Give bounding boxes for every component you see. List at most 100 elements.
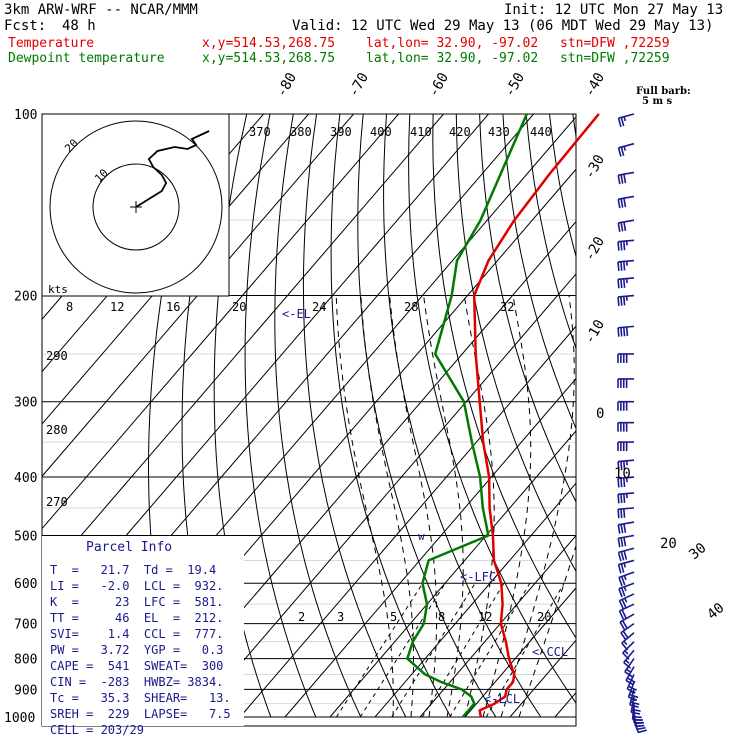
mixing-ratio-lines [335, 582, 565, 718]
wind-barb-425 [617, 492, 635, 504]
mixing-label-2: 16 [166, 300, 180, 314]
plot-frame [41, 113, 577, 727]
dry-adiabat-340 [455, 114, 576, 573]
moist-adiabat-16 [423, 295, 464, 718]
dewpoint-point-950 [473, 703, 475, 705]
parcel-info-row: CAPE = 541 SWEAT= 300 [50, 659, 224, 673]
temperature-point-950 [494, 703, 496, 705]
isotherm-50 [600, 114, 740, 717]
dewpoint-point-200 [451, 295, 453, 296]
temperature-point-300 [479, 401, 481, 403]
dry-adiabat-380 [549, 114, 576, 259]
isotherm-label-6: -20 [582, 234, 609, 264]
isotherm-label-2: -60 [426, 70, 453, 100]
isotherm-label-1: -70 [346, 70, 373, 100]
isotherm-label-8: 0 [596, 406, 604, 422]
wind-barb-550 [617, 559, 635, 574]
mixing-label-low-1: 3 [337, 610, 344, 624]
mixing-label-3: 20 [232, 300, 246, 314]
isotherm--20 [284, 377, 576, 718]
dewpoint-point-800 [406, 658, 408, 660]
dewpoint-point-300 [463, 401, 465, 403]
dry-adiabat-330 [432, 114, 576, 639]
wind-barbs [617, 113, 648, 734]
parcel-info-row: CELL = 203/29 [50, 723, 144, 737]
dry-adiabat-280 [302, 114, 407, 718]
theta-label-7: 440 [530, 125, 552, 139]
wind-barb-750 [622, 641, 635, 660]
dry-adiabat-300 [357, 114, 497, 718]
dewpoint-point-600 [422, 582, 423, 584]
theta-label-1: 380 [290, 125, 312, 139]
parcel-info-row: SVI= 1.4 CCL = 777. [50, 627, 224, 641]
moist-adiabat-24 [482, 295, 532, 718]
dewpoint-point-125 [500, 171, 502, 173]
wind-barb-575 [618, 571, 635, 587]
wind-barb-300 [617, 400, 634, 411]
temperature-legend-label: Temperature [8, 36, 95, 51]
theta-label-9: 280 [46, 423, 68, 437]
temperature-legend-latlon: lat,lon= 32.90, -97.02 [366, 36, 539, 51]
theta-label-4: 410 [410, 125, 432, 139]
wind-barb-375 [617, 459, 635, 471]
pressure-tick-600: 600 [14, 577, 37, 592]
wind-barb-162 [617, 239, 635, 251]
temperature-point-750 [505, 641, 507, 643]
wind-barb-400 [617, 476, 635, 488]
dry-adiabat-440 [689, 114, 740, 717]
pressure-tick-1000: 1000 [4, 711, 35, 726]
mixing-ratio-8 [421, 582, 505, 718]
parcel-info-row: CIN = -283 HWBZ= 3834. [50, 675, 224, 689]
wind-barb-825 [625, 666, 636, 686]
dewpoint-point-400 [479, 476, 481, 478]
hodograph-units-label: kts [48, 283, 68, 296]
temperature-point-400 [488, 476, 490, 478]
parcel-info-row: TT = 46 EL = 212. [50, 611, 224, 625]
temperature-point-200 [473, 295, 475, 296]
parcel-info-row: LI = -2.0 LCL = 932. [50, 579, 224, 593]
wind-barb-137 [617, 195, 635, 209]
dry-adiabat-260 [244, 114, 317, 718]
hodograph-trace [135, 130, 210, 208]
dewpoint-point-500 [487, 535, 489, 536]
temperature-point-700 [500, 623, 502, 625]
el-marker: <-EL [282, 307, 311, 321]
dry-adiabat-410 [619, 114, 740, 717]
pressure-tick-700: 700 [14, 618, 37, 633]
isotherm-label-9: 10 [614, 466, 631, 482]
valid-time: Valid: 12 UTC Wed 29 May 13 (06 MDT Wed … [292, 18, 714, 34]
mixing-label-low-2: 5 [390, 610, 397, 624]
mixing-ratio-20 [485, 582, 565, 718]
isotherm-label-5: -30 [582, 152, 609, 182]
hodograph-ring-20 [49, 120, 223, 294]
mixing-ratio-5 [391, 582, 476, 718]
dewpoint-legend-xy: x,y=514.53,268.75 [202, 51, 336, 66]
mixing-label-low-0: 2 [298, 610, 305, 624]
dewpoint-legend-station: stn=DFW ,72259 [560, 51, 670, 66]
isotherm-label-11: 30 [686, 540, 709, 563]
wind-barb-675 [619, 613, 635, 631]
dry-adiabat-450 [713, 114, 740, 717]
mixing-label-1: 12 [110, 300, 124, 314]
isotherm--40 [194, 273, 576, 718]
dewpoint-point-150 [480, 219, 481, 221]
pressure-tick-900: 900 [14, 683, 37, 698]
temperature-point-150 [513, 219, 515, 221]
isotherm-label-3: -50 [502, 70, 529, 100]
wind-barb-525 [617, 547, 635, 562]
wind-barb-125 [617, 171, 635, 185]
mixing-label-6: 32 [500, 300, 514, 314]
temperature-point-350 [482, 441, 484, 443]
isotherm-label-4: -40 [582, 70, 609, 100]
dewpoint-point-850 [424, 673, 426, 675]
wind-barb-800 [624, 658, 635, 678]
temperature-point-925 [504, 696, 506, 698]
wind-barb-325 [617, 421, 634, 432]
wind-barb-150 [617, 219, 635, 232]
wind-barb-225 [617, 325, 635, 337]
temperature-point-500 [492, 535, 494, 536]
ccl-marker: <-CCL [532, 645, 568, 659]
wind-barb-275 [617, 378, 634, 388]
isotherm-10 [419, 534, 576, 718]
